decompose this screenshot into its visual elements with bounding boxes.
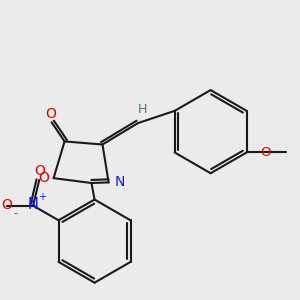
Text: O: O	[260, 146, 271, 159]
Text: +: +	[38, 192, 46, 202]
Text: H: H	[138, 103, 148, 116]
Text: O: O	[1, 198, 12, 212]
Text: O: O	[34, 164, 45, 178]
Text: O: O	[46, 106, 56, 121]
Text: -: -	[14, 208, 17, 219]
Text: N: N	[114, 176, 125, 189]
Text: O: O	[38, 171, 49, 185]
Text: N: N	[28, 197, 39, 212]
